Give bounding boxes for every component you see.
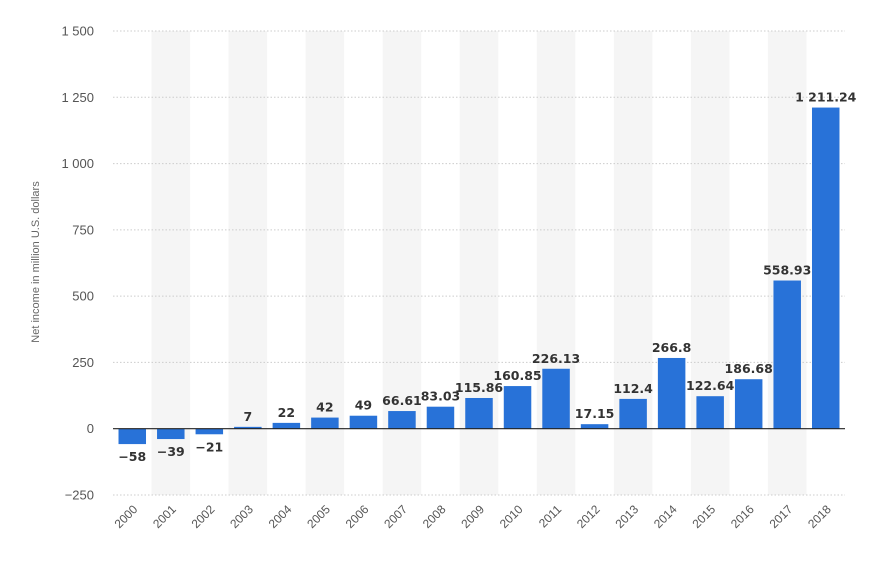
x-tick-label: 2003 bbox=[227, 502, 256, 531]
data-label-2012: 17.15 bbox=[575, 406, 615, 421]
y-tick-labels: 1 500 1 250 1 000 750 500 250 0 −250 bbox=[61, 24, 94, 503]
y-tick-label: 250 bbox=[72, 355, 94, 370]
column-stripe bbox=[151, 31, 191, 495]
y-tick-label: −250 bbox=[65, 488, 94, 503]
data-label-2011: 226.13 bbox=[532, 351, 580, 366]
bar-2018 bbox=[811, 107, 840, 429]
data-label-2004: 22 bbox=[278, 405, 295, 420]
bar-2014 bbox=[657, 357, 686, 429]
y-tick-label: 500 bbox=[72, 289, 94, 304]
bar-2000 bbox=[118, 428, 147, 445]
data-label-2018: 1 211.24 bbox=[795, 90, 857, 105]
data-label-2014: 266.8 bbox=[652, 340, 692, 355]
x-tick-label: 2001 bbox=[150, 502, 179, 531]
x-tick-label: 2008 bbox=[420, 502, 449, 531]
x-tick-label: 2013 bbox=[612, 502, 641, 531]
bar-2004 bbox=[272, 422, 301, 429]
x-tick-label: 2011 bbox=[536, 502, 564, 530]
x-tick-label: 2014 bbox=[651, 502, 680, 531]
data-label-2002: −21 bbox=[195, 439, 223, 454]
x-tick-label: 2004 bbox=[266, 502, 295, 531]
x-tick-label: 2007 bbox=[381, 502, 410, 531]
x-tick-label: 2010 bbox=[497, 502, 526, 531]
bar-2011 bbox=[542, 368, 570, 429]
x-tick-label: 2002 bbox=[189, 502, 218, 531]
bar-2008 bbox=[426, 406, 455, 429]
bar-2016 bbox=[734, 379, 763, 429]
bar-2007 bbox=[388, 411, 416, 429]
bar-2012 bbox=[580, 424, 609, 429]
data-label-2001: −39 bbox=[157, 444, 185, 459]
bar-2006 bbox=[349, 415, 378, 429]
bar-2017 bbox=[773, 280, 801, 429]
x-tick-labels: 2000 2001 2002 2003 2004 2005 2006 2007 2008 2009… bbox=[112, 502, 834, 531]
data-label-2013: 112.4 bbox=[613, 381, 653, 396]
data-label-2007: 66.61 bbox=[382, 393, 422, 408]
x-tick-label: 2012 bbox=[574, 502, 603, 531]
x-tick-label: 2000 bbox=[112, 502, 141, 531]
data-label-2017: 558.93 bbox=[763, 263, 811, 278]
y-tick-label: 0 bbox=[87, 421, 94, 436]
x-tick-label: 2017 bbox=[767, 502, 796, 531]
x-tick-label: 2015 bbox=[689, 502, 718, 531]
x-tick-label: 2016 bbox=[728, 502, 757, 531]
bar-2010 bbox=[503, 386, 532, 429]
bar-2013 bbox=[619, 398, 647, 429]
x-tick-label: 2006 bbox=[343, 502, 372, 531]
data-label-2000: −58 bbox=[118, 449, 146, 464]
data-label-2003: 7 bbox=[243, 409, 252, 424]
data-label-2008: 83.03 bbox=[421, 389, 461, 404]
data-label-2010: 160.85 bbox=[493, 368, 541, 383]
data-label-2015: 122.64 bbox=[686, 378, 735, 393]
bar-2003 bbox=[234, 426, 262, 429]
data-label-2016: 186.68 bbox=[725, 361, 773, 376]
x-tick-label: 2005 bbox=[304, 502, 333, 531]
bar-2015 bbox=[696, 396, 724, 429]
y-tick-label: 750 bbox=[72, 222, 94, 237]
bar-2001 bbox=[157, 428, 185, 440]
bar-2009 bbox=[465, 397, 493, 429]
bar-2005 bbox=[311, 417, 339, 429]
data-label-2005: 42 bbox=[316, 400, 333, 415]
y-axis-title: Net income in million U.S. dollars bbox=[30, 181, 42, 343]
x-tick-label: 2009 bbox=[458, 502, 487, 531]
bars bbox=[118, 107, 840, 445]
x-tick-label: 2018 bbox=[805, 502, 834, 531]
bar-2002 bbox=[195, 428, 224, 435]
column-stripe bbox=[228, 31, 268, 495]
y-tick-label: 1 000 bbox=[61, 156, 94, 171]
y-tick-label: 1 500 bbox=[61, 24, 94, 39]
y-tick-label: 1 250 bbox=[61, 90, 94, 105]
data-label-2006: 49 bbox=[355, 398, 372, 413]
data-label-2009: 115.86 bbox=[455, 380, 504, 395]
y-gridlines bbox=[113, 30, 845, 496]
